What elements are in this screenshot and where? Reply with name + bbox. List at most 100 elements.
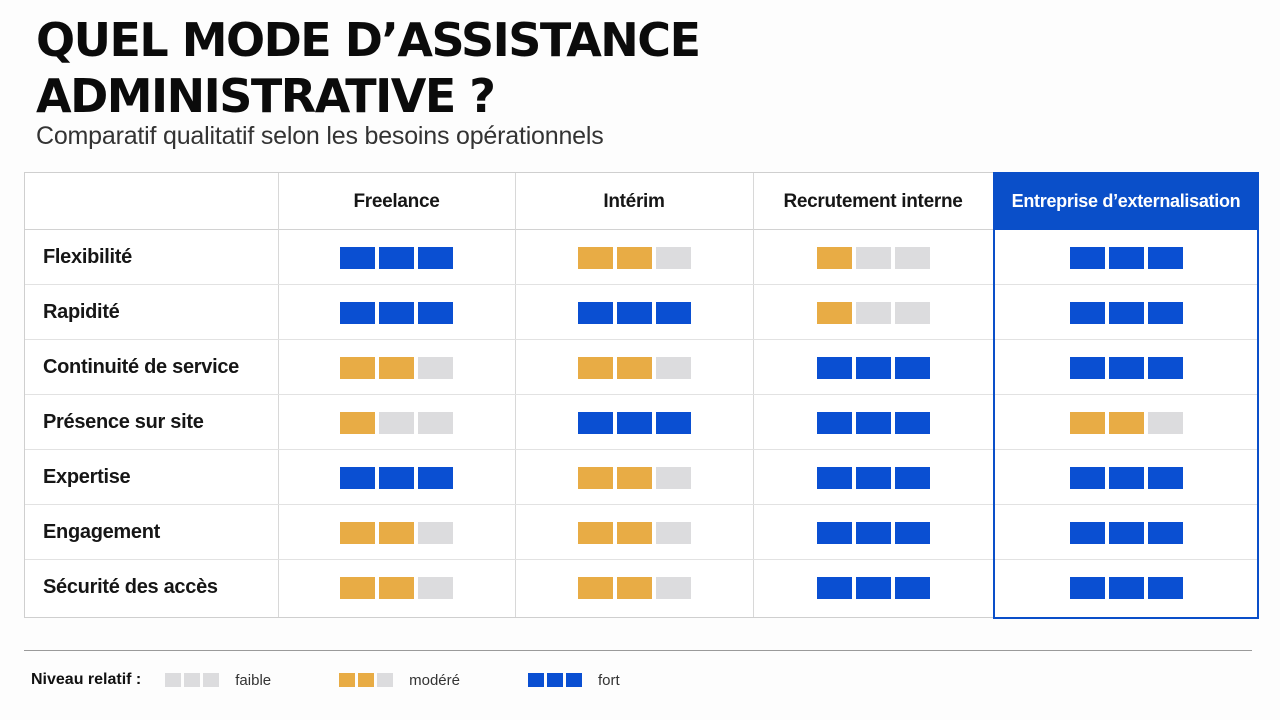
criterion-label: Présence sur site: [43, 411, 204, 433]
rating-block: [577, 301, 613, 324]
table-row: Présence sur site: [25, 395, 1257, 450]
rating-cell: [753, 285, 993, 340]
rating-block: [379, 466, 414, 489]
legend-swatch-modere: [339, 673, 394, 687]
rating-cell: [993, 230, 1259, 285]
rating-cell: [515, 230, 753, 285]
rating-cell: [993, 340, 1259, 395]
table-row: Expertise: [25, 450, 1257, 505]
rating-block: [816, 356, 852, 379]
criterion-label: Engagement: [43, 521, 161, 543]
rating-block: [1069, 521, 1105, 544]
rating-block: [855, 301, 891, 324]
rating-block: [418, 521, 453, 544]
criterion-label: Expertise: [43, 466, 131, 488]
rating-block: [655, 576, 691, 599]
table-row: Sécurité des accès: [25, 560, 1257, 615]
rating-block: [894, 466, 930, 489]
comparison-table: Freelance Intérim Recrutement interne Entre…: [24, 172, 1259, 619]
rating-block: [379, 411, 414, 434]
column-header: Intérim: [603, 190, 665, 212]
legend-divider: [24, 650, 1252, 651]
title-line-2: ADMINISTRATIVE ?: [36, 69, 496, 123]
rating-block: [855, 521, 891, 544]
rating-block: [1108, 411, 1144, 434]
rating-block: [894, 576, 930, 599]
rating-block: [1108, 246, 1144, 269]
rating-block: [894, 521, 930, 544]
rating-cell: [993, 285, 1259, 340]
rating-cell: [993, 560, 1259, 615]
legend-swatch-faible: [165, 673, 220, 687]
rating-block: [379, 576, 414, 599]
rating-block: [616, 576, 652, 599]
legend: Niveau relatif : faible modéré fort: [31, 668, 688, 692]
rating-block: [418, 246, 453, 269]
table-row: Engagement: [25, 505, 1257, 560]
table-row: Rapidité: [25, 285, 1257, 340]
rating-block: [655, 301, 691, 324]
rating-block: [655, 466, 691, 489]
column-header: Entreprise d’externalisation: [993, 173, 1259, 230]
rating-block: [1108, 466, 1144, 489]
rating-block: [855, 411, 891, 434]
rating-block: [855, 576, 891, 599]
rating-cell: [278, 505, 515, 560]
rating-block: [1069, 301, 1105, 324]
rating-block: [418, 576, 453, 599]
title-line-1: QUEL MODE D’ASSISTANCE: [36, 13, 701, 67]
rating-cell: [515, 285, 753, 340]
rating-cell: [278, 450, 515, 505]
rating-cell: [993, 505, 1259, 560]
rating-block: [340, 411, 375, 434]
page-subtitle: Comparatif qualitatif selon les besoins …: [36, 122, 604, 150]
rating-cell: [278, 340, 515, 395]
rating-cell: [993, 395, 1259, 450]
rating-block: [1069, 356, 1105, 379]
rating-cell: [278, 395, 515, 450]
rating-block: [855, 356, 891, 379]
rating-block: [855, 246, 891, 269]
rating-cell: [515, 340, 753, 395]
column-divider: [515, 173, 516, 617]
rating-cell: [515, 505, 753, 560]
rating-block: [1147, 301, 1183, 324]
rating-block: [616, 466, 652, 489]
rating-cell: [515, 560, 753, 615]
column-header: Freelance: [353, 190, 440, 212]
rating-block: [577, 466, 613, 489]
rating-block: [655, 356, 691, 379]
rating-block: [1069, 246, 1105, 269]
rating-cell: [515, 450, 753, 505]
table-row: Flexibilité: [25, 230, 1257, 285]
legend-text-faible: faible: [235, 671, 272, 689]
rating-block: [1147, 576, 1183, 599]
rating-block: [1108, 356, 1144, 379]
rating-block: [577, 576, 613, 599]
rating-cell: [993, 450, 1259, 505]
rating-block: [1147, 521, 1183, 544]
rating-block: [418, 466, 453, 489]
rating-block: [1069, 576, 1105, 599]
rating-block: [577, 356, 613, 379]
criterion-label: Sécurité des accès: [43, 576, 218, 598]
legend-text-fort: fort: [597, 671, 620, 689]
rating-block: [1147, 411, 1183, 434]
rating-block: [577, 246, 613, 269]
rating-block: [894, 301, 930, 324]
criterion-label: Flexibilité: [43, 246, 132, 268]
criterion-label: Rapidité: [43, 301, 120, 323]
rating-block: [616, 521, 652, 544]
rating-block: [340, 521, 375, 544]
column-divider: [278, 173, 279, 617]
rating-block: [816, 246, 852, 269]
rating-cell: [278, 285, 515, 340]
rating-cell: [753, 450, 993, 505]
rating-block: [1147, 466, 1183, 489]
rating-block: [616, 411, 652, 434]
rating-block: [379, 521, 414, 544]
rating-block: [616, 301, 652, 324]
table-row: Continuité de service: [25, 340, 1257, 395]
rating-block: [855, 466, 891, 489]
rating-cell: [515, 395, 753, 450]
